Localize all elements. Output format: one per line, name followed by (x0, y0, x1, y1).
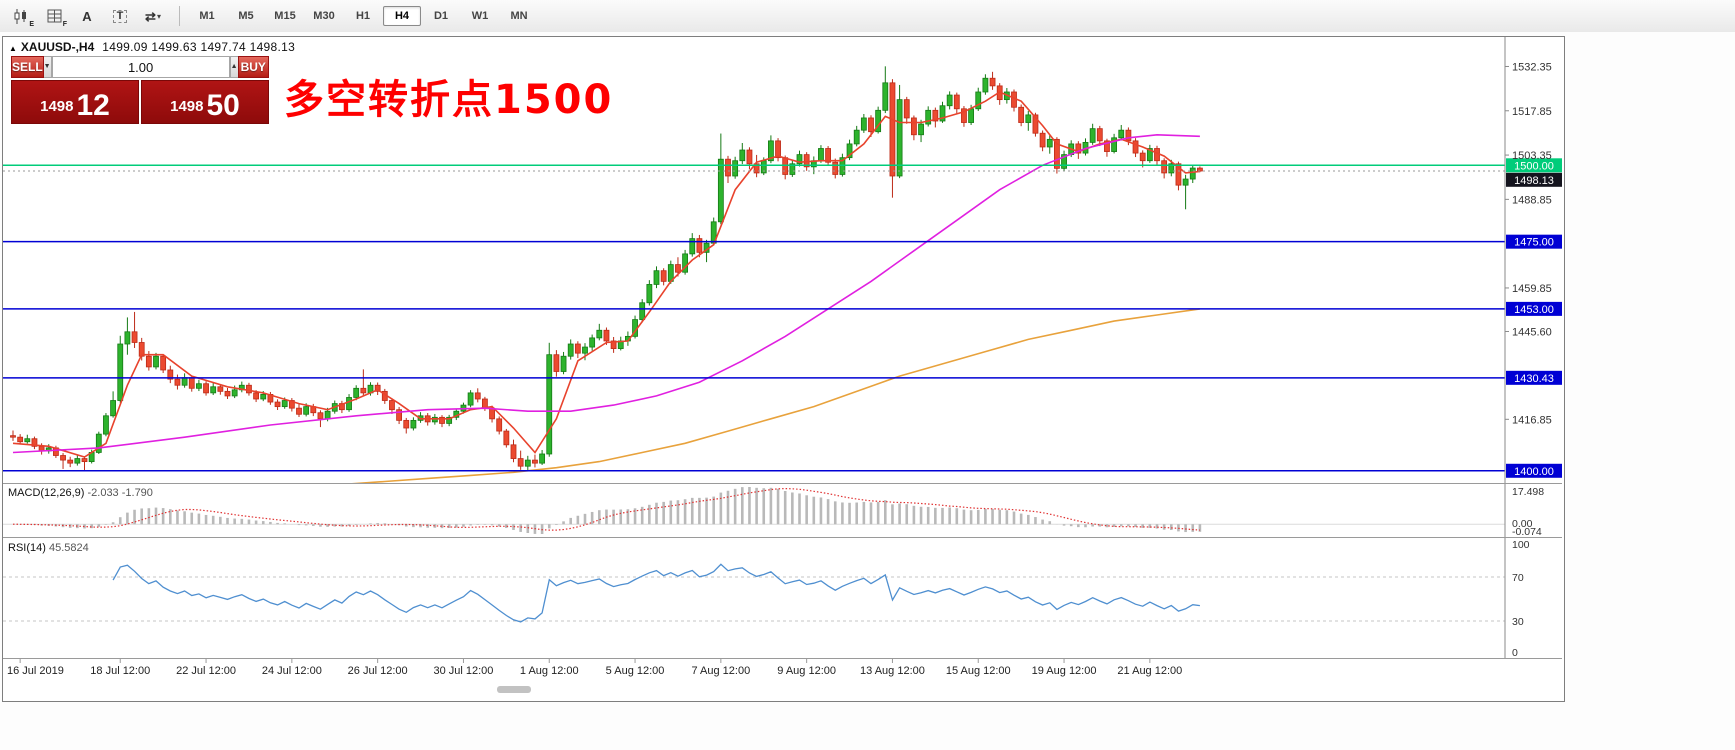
timeframe-button-W1[interactable]: W1 (471, 10, 489, 22)
svg-text:1517.85: 1517.85 (1512, 106, 1552, 118)
hline-1453.00[interactable]: 1453.00 (3, 301, 1562, 316)
macd-indicator-panel[interactable]: MACD(12,26,9) -2.033 -1.790 17.498 0.00-0.… (3, 483, 1562, 537)
ma-fast-red (12, 91, 1200, 458)
svg-text:100: 100 (1512, 539, 1530, 551)
indicator-list-icon[interactable]: F (39, 3, 69, 29)
textbox-tool-icon[interactable]: T (105, 3, 135, 29)
svg-text:1500.00: 1500.00 (1514, 160, 1554, 172)
workspace: ▲ XAUUSD-,H4 1499.09 1499.63 1497.74 1498.… (0, 32, 1735, 750)
time-label: 21 Aug 12:00 (1117, 665, 1182, 677)
svg-text:0.00: 0.00 (1512, 518, 1533, 530)
timeframe-button-H4[interactable]: H4 (383, 6, 421, 26)
svg-text:17.498: 17.498 (1512, 486, 1544, 498)
svg-text:1475.00: 1475.00 (1514, 237, 1554, 249)
bid-price-main: 1498 (40, 98, 74, 115)
ma-slow-orange (351, 308, 1201, 483)
chart-header: ▲ XAUUSD-,H4 1499.09 1499.63 1497.74 1498.… (9, 40, 295, 54)
timeframe-button-H1[interactable]: H1 (355, 10, 371, 22)
time-label: 15 Aug 12:00 (946, 665, 1011, 677)
top-toolbar: E F A T ⇄ ▾ M1 M5 M15 M30 H1 H4 D1 W1 MN (0, 0, 1735, 33)
horizontal-scrollbar-thumb[interactable] (497, 686, 531, 693)
time-label: 22 Jul 12:00 (176, 665, 236, 677)
svg-text:70: 70 (1512, 572, 1524, 584)
svg-text:1498.13: 1498.13 (1514, 175, 1554, 187)
svg-text:1488.85: 1488.85 (1512, 194, 1552, 206)
ask-price-main: 1498 (170, 98, 204, 115)
svg-text:1453.00: 1453.00 (1514, 304, 1554, 316)
candlestick-chart-icon[interactable]: E (6, 3, 36, 29)
time-label: 30 Jul 12:00 (433, 665, 493, 677)
hline-1475.00[interactable]: 1475.00 (3, 234, 1562, 249)
horizontal-scrollbar (3, 680, 1564, 700)
svg-text:1459.85: 1459.85 (1512, 283, 1552, 295)
buy-button[interactable]: BUY (237, 56, 269, 78)
ohlc-values: 1499.09 1499.63 1497.74 1498.13 (102, 40, 296, 54)
time-label: 16 Jul 2019 (7, 665, 64, 677)
ma-mid-magenta (12, 133, 1200, 454)
chart-annotation-text: 多空转折点1500 (284, 77, 614, 123)
timeframe-button-group: M1 M5 M15 M30 H1 H4 D1 W1 MN (188, 6, 539, 26)
time-label: 13 Aug 12:00 (860, 665, 925, 677)
one-click-trade-panel: SELL ▼ ▲ BUY 1498 12 1498 50 (11, 56, 269, 124)
time-label: 1 Aug 12:00 (520, 665, 579, 677)
ask-price-pips: 50 (206, 89, 240, 122)
svg-text:1416.85: 1416.85 (1512, 414, 1552, 426)
hline-1430.43[interactable]: 1430.43 (3, 370, 1562, 385)
sell-button[interactable]: SELL (11, 56, 44, 78)
svg-text:1503.35: 1503.35 (1512, 150, 1552, 162)
timeframe-button-M1[interactable]: M1 (199, 10, 215, 22)
bid-price-pips: 12 (76, 89, 110, 122)
ask-price-display[interactable]: 1498 50 (141, 80, 269, 124)
candlestick-chart[interactable]: 1500.00 1475.00 1453.00 1430.43 1400.00 1498.… (3, 37, 1562, 483)
macd-label: MACD(12,26,9) -2.033 -1.790 (8, 487, 153, 499)
volume-decrease-caret[interactable]: ▼ (43, 56, 52, 78)
time-label: 18 Jul 12:00 (90, 665, 150, 677)
timeframe-button-M30[interactable]: M30 (313, 10, 335, 22)
chart-window: ▲ XAUUSD-,H4 1499.09 1499.63 1497.74 1498.… (2, 36, 1565, 702)
symbol-label: XAUUSD-,H4 (20, 40, 95, 54)
toolbar-separator (179, 6, 180, 26)
time-label: 7 Aug 12:00 (691, 665, 750, 677)
cycle-arrows-icon[interactable]: ⇄ ▾ (145, 8, 161, 24)
svg-text:1532.35: 1532.35 (1512, 61, 1552, 73)
timeframe-button-M15[interactable]: M15 (274, 10, 296, 22)
volume-increase-caret[interactable]: ▲ (229, 56, 238, 78)
volume-input[interactable] (51, 56, 230, 78)
hline-1400.00[interactable]: 1400.00 (3, 463, 1562, 478)
timeframe-button-D1[interactable]: D1 (433, 10, 449, 22)
rsi-indicator-panel[interactable]: RSI(14) 45.5824 100 70 30 0 (3, 537, 1562, 658)
svg-text:0: 0 (1512, 647, 1518, 658)
svg-text:30: 30 (1512, 616, 1524, 628)
time-label: 9 Aug 12:00 (777, 665, 836, 677)
rsi-label: RSI(14) 45.5824 (8, 542, 89, 554)
time-label: 5 Aug 12:00 (606, 665, 665, 677)
time-axis[interactable]: 16 Jul 2019 18 Jul 12:00 22 Jul 12:00 24 Ju… (3, 658, 1562, 680)
hline-1500.00[interactable]: 1500.00 (3, 158, 1562, 172)
timeframe-button-MN[interactable]: MN (510, 10, 528, 22)
svg-text:1445.60: 1445.60 (1512, 326, 1552, 338)
timeframe-button-M5[interactable]: M5 (238, 10, 254, 22)
time-label: 24 Jul 12:00 (262, 665, 322, 677)
collapse-triangle-icon[interactable]: ▲ (9, 44, 17, 53)
text-annotation-icon[interactable]: A (82, 8, 92, 24)
svg-text:-0.074: -0.074 (1512, 526, 1542, 537)
svg-text:1400.00: 1400.00 (1514, 466, 1554, 478)
svg-text:1430.43: 1430.43 (1514, 373, 1554, 385)
bid-price-display[interactable]: 1498 12 (11, 80, 139, 124)
time-label: 26 Jul 12:00 (348, 665, 408, 677)
time-label: 19 Aug 12:00 (1032, 665, 1097, 677)
bid-price-badge: 1498.13 (1506, 172, 1562, 187)
toolbar-icon-group: E F A T ⇄ ▾ (6, 3, 171, 29)
